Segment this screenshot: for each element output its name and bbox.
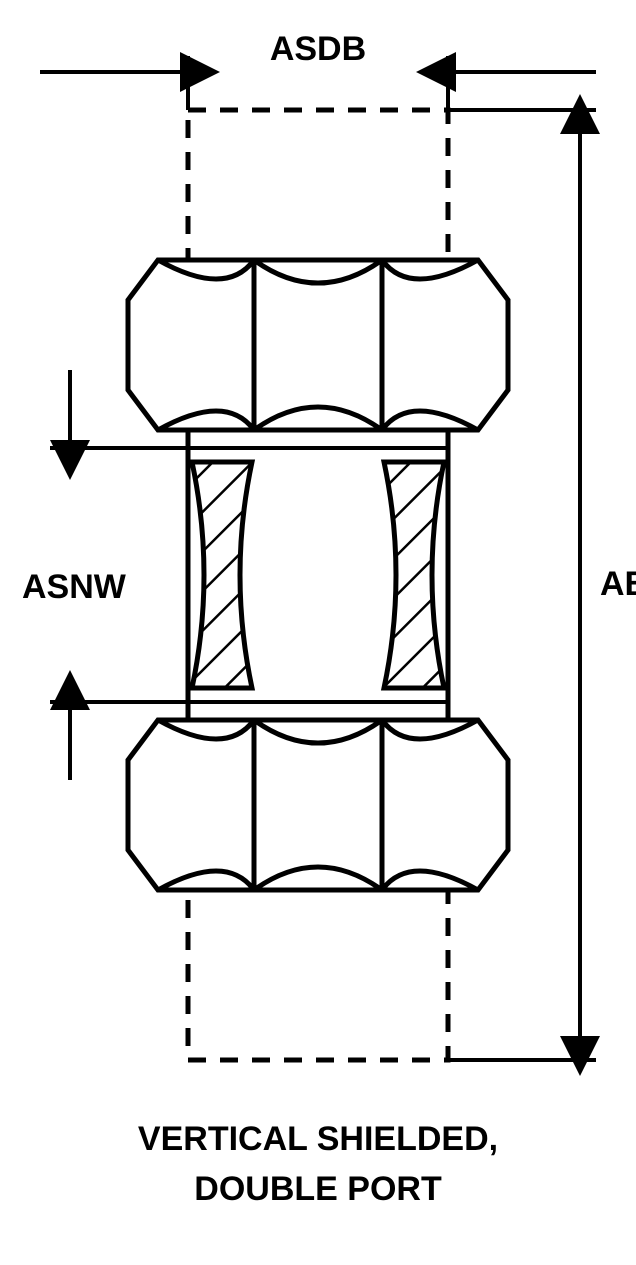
dim-abkw: ABKW bbox=[448, 110, 636, 1060]
title-line1: VERTICAL SHIELDED, bbox=[138, 1120, 498, 1158]
dim-asdb: ASDB bbox=[40, 30, 596, 110]
label-asdb: ASDB bbox=[270, 30, 366, 68]
label-asnw: ASNW bbox=[22, 568, 127, 606]
label-abkw: ABKW bbox=[600, 565, 636, 603]
title-line2: DOUBLE PORT bbox=[194, 1170, 442, 1208]
top-nut bbox=[128, 260, 508, 430]
top-dashed-outline bbox=[188, 110, 448, 280]
diagram-svg: ASDB ABKW ABKW ASNW VERTICAL SHIELDED, D… bbox=[0, 0, 636, 1265]
bottom-nut bbox=[128, 720, 508, 890]
bottom-dashed-outline bbox=[188, 890, 448, 1060]
